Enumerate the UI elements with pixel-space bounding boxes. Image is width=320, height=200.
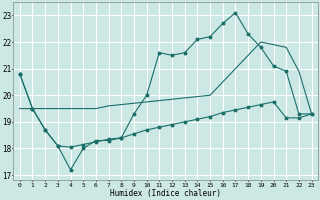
X-axis label: Humidex (Indice chaleur): Humidex (Indice chaleur) — [110, 189, 221, 198]
